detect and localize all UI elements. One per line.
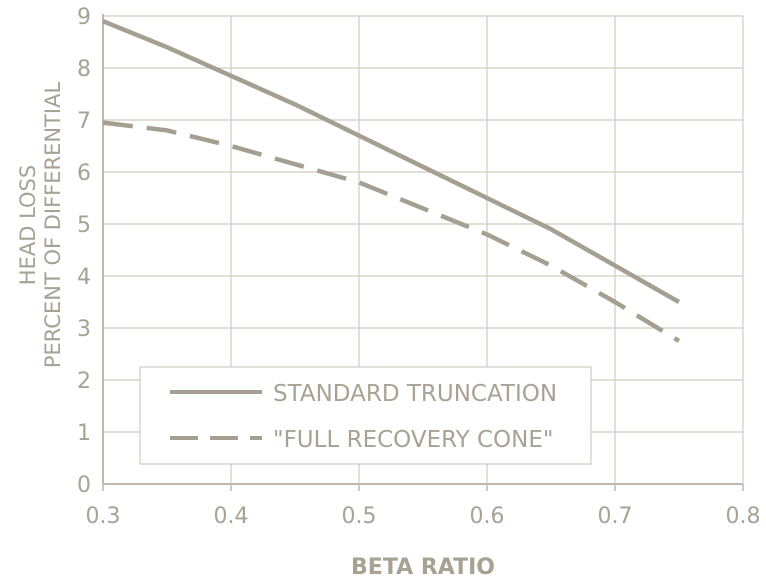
grid xyxy=(103,15,744,484)
y-tick-label-8: 8 xyxy=(77,57,91,82)
axes xyxy=(102,14,744,491)
y-tick-label-9: 9 xyxy=(77,5,91,30)
y-axis-title-line-2: PERCENT OF DIFFERENTIAL xyxy=(41,82,65,369)
x-tick-label-0.3: 0.3 xyxy=(86,504,121,529)
y-tick-label-3: 3 xyxy=(77,317,91,342)
y-tick-label-0: 0 xyxy=(77,473,91,498)
x-tick-label-0.8: 0.8 xyxy=(726,504,761,529)
legend-label-standard-truncation: STANDARD TRUNCATION xyxy=(273,381,557,407)
x-tick-label-0.7: 0.7 xyxy=(598,504,633,529)
y-tick-label-1: 1 xyxy=(77,421,91,446)
legend: STANDARD TRUNCATION "FULL RECOVERY CONE" xyxy=(139,366,592,465)
legend-box xyxy=(139,366,592,465)
x-tick-label-0.4: 0.4 xyxy=(214,504,249,529)
series-line-standard-truncation xyxy=(102,19,681,304)
y-tick-label-6: 6 xyxy=(77,161,91,186)
y-axis-title: HEAD LOSS PERCENT OF DIFFERENTIAL xyxy=(16,82,65,369)
tick-labels: 0 1 2 3 4 5 6 7 8 9 0.3 0.4 0.5 0.6 0.7 0.8 xyxy=(77,5,761,529)
x-tick-label-0.6: 0.6 xyxy=(470,504,505,529)
y-axis-title-line-1: HEAD LOSS xyxy=(16,165,40,285)
legend-label-full-recovery-cone: "FULL RECOVERY CONE" xyxy=(273,427,553,453)
series-line-full-recovery-cone xyxy=(102,120,681,343)
x-tick-label-0.5: 0.5 xyxy=(342,504,377,529)
series-lines xyxy=(102,19,681,343)
y-tick-label-2: 2 xyxy=(77,369,91,394)
x-axis-title: BETA RATIO xyxy=(351,555,495,580)
y-tick-label-7: 7 xyxy=(77,109,91,134)
y-tick-label-4: 4 xyxy=(77,265,91,290)
y-tick-label-5: 5 xyxy=(77,213,91,238)
